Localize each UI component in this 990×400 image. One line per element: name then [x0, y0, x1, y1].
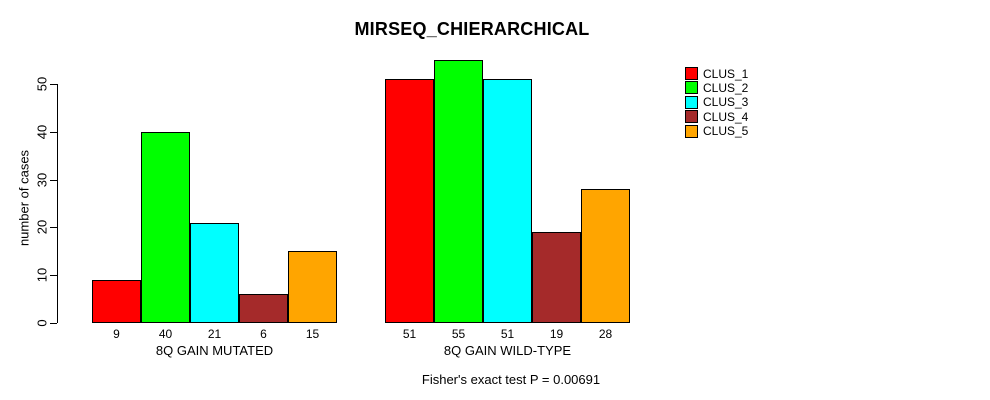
bar-clus_1-group2: [385, 79, 434, 323]
legend-label-clus_5: CLUS_5: [703, 124, 749, 139]
legend-swatch-clus_3: [685, 95, 698, 109]
legend-label-clus_2: CLUS_2: [703, 80, 749, 95]
bar-value-label: 21: [207, 327, 222, 341]
y-tick-mark: [50, 275, 57, 277]
bar-clus_3-group2: [483, 79, 532, 323]
bar-clus_1-group1: [92, 280, 141, 323]
bar-value-label: 51: [500, 327, 515, 341]
bar-value-label: 40: [158, 327, 173, 341]
y-tick-mark: [50, 131, 57, 133]
bar-value-label: 19: [549, 327, 564, 341]
bar-clus_4-group1: [239, 294, 288, 323]
y-tick-mark: [50, 227, 57, 229]
legend-label-clus_4: CLUS_4: [703, 109, 749, 124]
bar-value-label: 15: [305, 327, 320, 341]
fisher-test-annotation: Fisher's exact test P = 0.00691: [421, 372, 601, 387]
bar-clus_5-group1: [288, 251, 337, 323]
bar-value-label: 28: [598, 327, 613, 341]
y-axis-line: [57, 84, 58, 323]
bar-clus_4-group2: [532, 232, 581, 323]
legend-swatch-clus_2: [685, 81, 698, 95]
bar-value-label: 9: [113, 327, 120, 341]
bar-value-label: 51: [402, 327, 417, 341]
group-label-1: 8Q GAIN MUTATED: [155, 343, 274, 358]
bar-clus_3-group1: [190, 222, 239, 323]
legend-swatch-clus_5: [685, 124, 698, 138]
y-tick-mark: [50, 323, 57, 324]
y-tick-mark: [50, 179, 57, 181]
chart-title: MIRSEQ_CHIERARCHICAL: [354, 19, 590, 39]
legend-swatch-clus_1: [685, 67, 698, 80]
bar-value-label: 6: [260, 327, 267, 341]
legend-label-clus_3: CLUS_3: [703, 95, 749, 110]
group-label-2: 8Q GAIN WILD-TYPE: [443, 343, 572, 358]
bar-clus_2-group1: [141, 131, 190, 323]
legend-label-clus_1: CLUS_1: [703, 66, 749, 81]
bar-value-label: 55: [451, 327, 466, 341]
legend-swatch-clus_4: [685, 110, 698, 124]
y-tick-mark: [50, 84, 57, 85]
bar-clus_2-group2: [434, 60, 483, 323]
bar-clus_5-group2: [581, 189, 630, 323]
